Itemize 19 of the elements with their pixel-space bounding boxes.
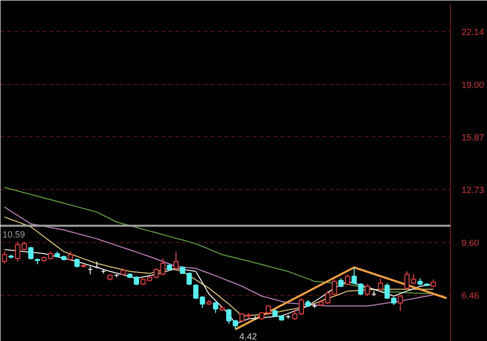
candlestick xyxy=(352,266,357,285)
candlestick xyxy=(344,274,350,286)
y-tick-label: 19.00 xyxy=(462,80,484,90)
line-series xyxy=(4,206,434,307)
candlestick xyxy=(398,294,403,312)
y-tick-label: 9.60 xyxy=(462,238,480,248)
y-tick-label: 6.46 xyxy=(462,290,480,301)
y-tick-label: 12.73 xyxy=(462,185,484,196)
line-series xyxy=(4,216,434,316)
annotation: 4.42 xyxy=(239,331,257,341)
candlestick xyxy=(173,251,179,270)
candlestick xyxy=(28,246,34,260)
ref-line-label: 10.59 xyxy=(2,230,25,240)
candlestick xyxy=(212,302,218,314)
candlestick xyxy=(364,284,370,297)
candlestick xyxy=(378,278,384,291)
y-tick-label: 22.14 xyxy=(462,27,484,38)
y-tick-label: 15.87 xyxy=(462,132,484,142)
candlestick xyxy=(358,282,364,296)
